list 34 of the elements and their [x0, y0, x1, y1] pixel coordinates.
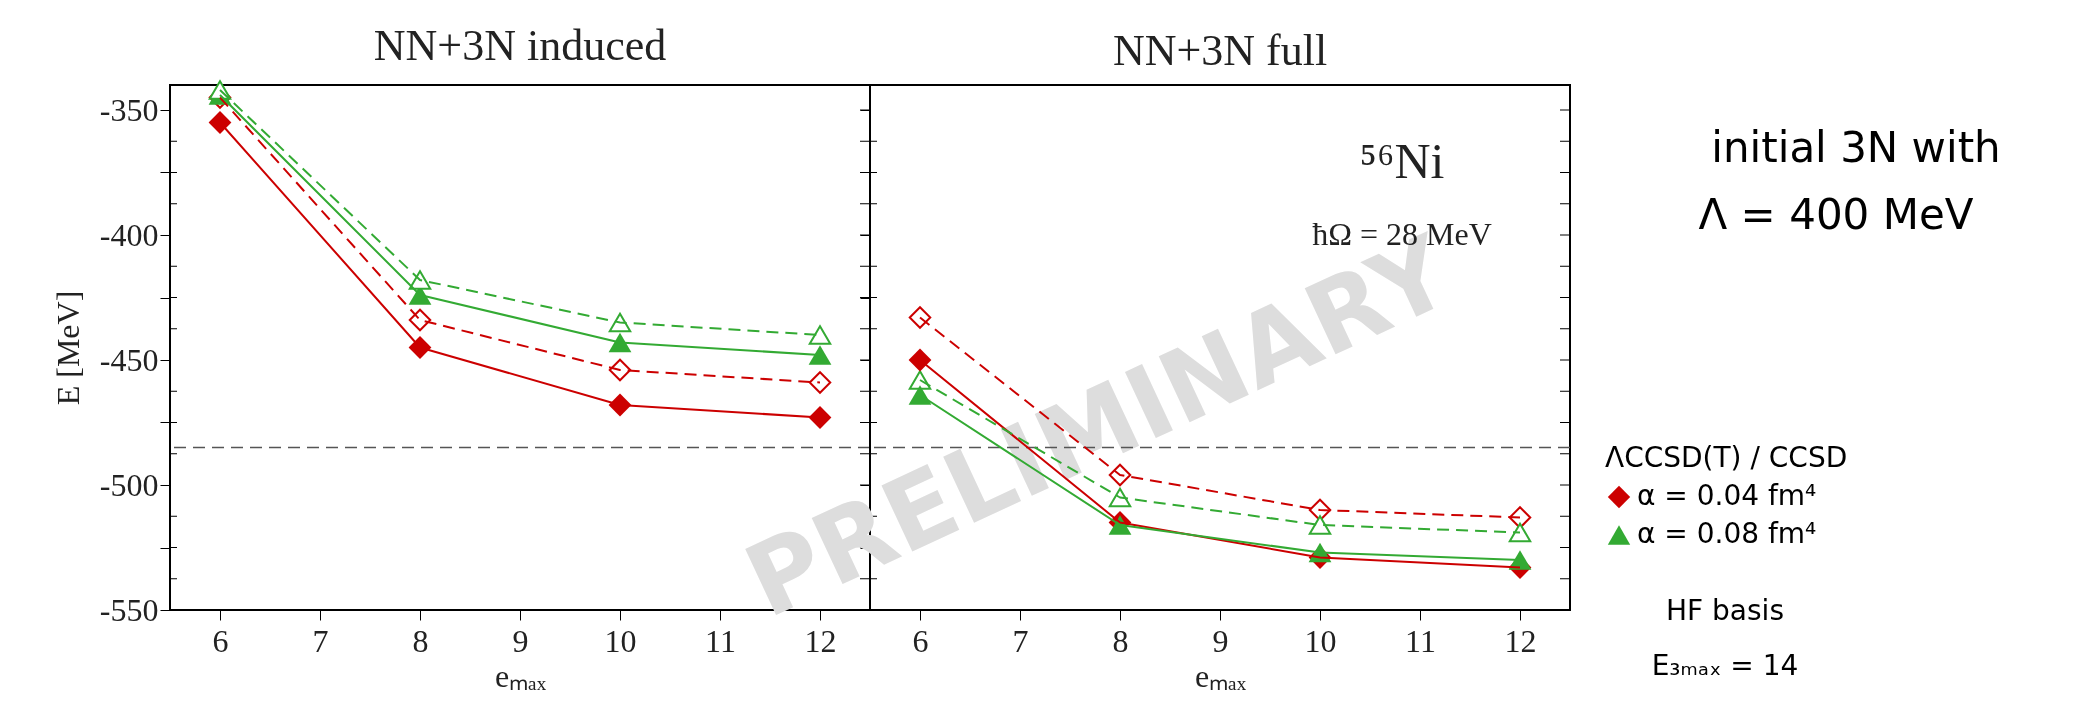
text: E₃ₘₐₓ = 14 [1651, 649, 1799, 682]
x-tick-label: 6 [212, 622, 229, 659]
x-tick-label: 7 [1012, 622, 1029, 659]
x-tick-label: 11 [705, 622, 736, 659]
x-axis-title: eₘₐₓ [494, 657, 547, 694]
x-tick-label: 11 [1405, 622, 1436, 659]
x-tick-label: 9 [1212, 622, 1229, 659]
x-tick-label: 9 [512, 622, 529, 659]
point [1508, 522, 1532, 543]
x-tick-label: 10 [604, 622, 637, 659]
legend-title: ΛCCSD(T) / CCSD [1605, 441, 1848, 474]
x-tick-label: 12 [1504, 622, 1537, 659]
x-tick-label: 6 [912, 622, 929, 659]
legend-label: α = 0.04 fm⁴ [1637, 479, 1817, 512]
y-tick-label: -450 [99, 341, 159, 378]
legend-label: α = 0.08 fm⁴ [1637, 517, 1817, 550]
y-tick-label: -550 [99, 591, 159, 628]
y-axis-title: E [MeV] [49, 290, 86, 406]
chart-title: NN+3N induced [373, 21, 667, 71]
y-tick-label: -500 [99, 466, 159, 503]
y-tick-label: -350 [99, 91, 159, 128]
x-tick-label: 8 [1112, 622, 1129, 659]
x-tick-label: 10 [1304, 622, 1337, 659]
x-tick-label: 12 [804, 622, 837, 659]
text: initial 3N with [1711, 123, 2001, 172]
point [408, 308, 432, 332]
chart-title: NN+3N full [1112, 26, 1328, 76]
text: HF basis [1666, 594, 1784, 627]
x-tick-label: 8 [412, 622, 429, 659]
y-tick-label: -400 [99, 216, 159, 253]
annotation: ⁵⁶Ni [1359, 133, 1445, 189]
x-tick-label: 7 [312, 622, 329, 659]
x-axis-title: eₘₐₓ [1194, 657, 1247, 694]
text: Λ = 400 MeV [1698, 190, 1974, 239]
